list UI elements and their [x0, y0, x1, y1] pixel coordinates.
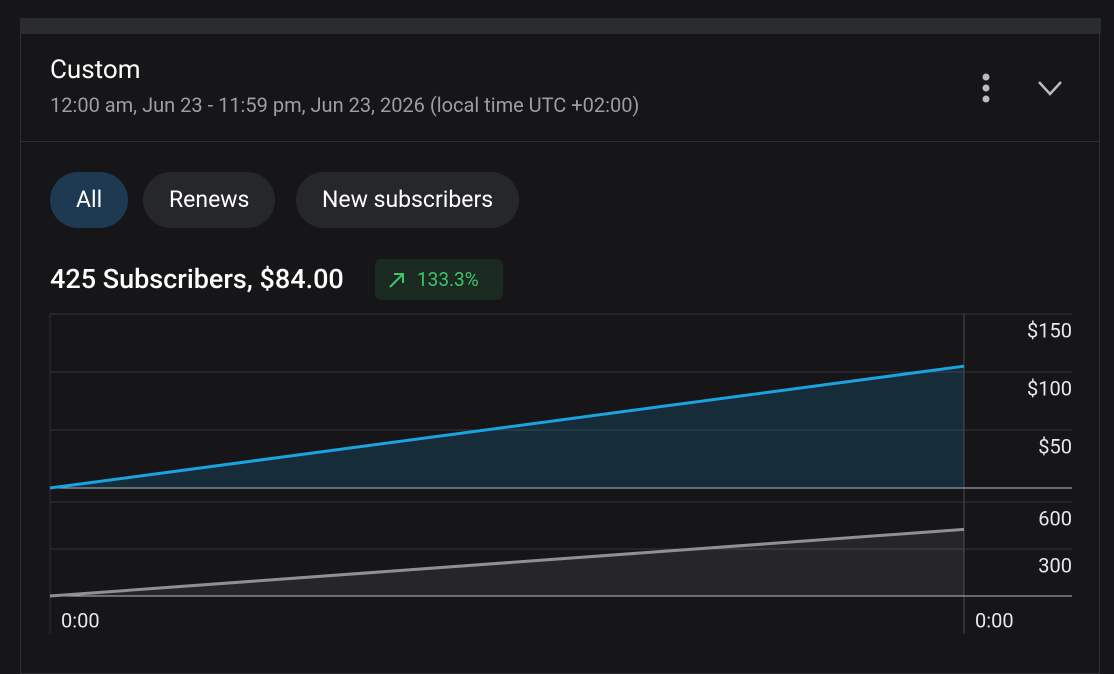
- page: {"header":{"title":"Custom","subtitle":"…: [20, 18, 1101, 674]
- card-title: Custom: [50, 55, 141, 85]
- top-strip: [20, 18, 1101, 34]
- summary: 425 Subscribers, $84.00: [50, 263, 344, 295]
- tab[interactable]: New subscribers: [296, 172, 520, 228]
- change-value: 133.3%: [417, 268, 479, 291]
- tab[interactable]: Renews: [143, 172, 276, 228]
- divider: [21, 141, 1100, 142]
- change-badge: 133.3%: [375, 259, 503, 300]
- date-range: 12:00 am, Jun 23 - 11:59 pm, Jun 23, 202…: [50, 93, 640, 117]
- card: [20, 34, 1100, 674]
- tab[interactable]: All: [50, 172, 129, 228]
- arrow-icon: [389, 273, 404, 288]
